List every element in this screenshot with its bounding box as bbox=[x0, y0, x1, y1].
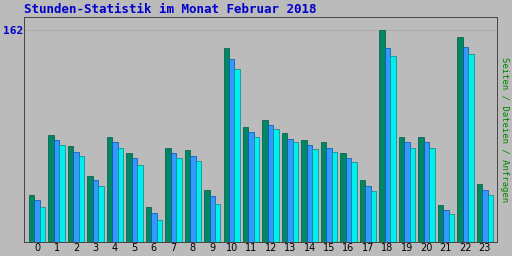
Bar bbox=[385, 48, 390, 242]
Bar bbox=[390, 56, 396, 242]
Bar bbox=[215, 204, 221, 242]
Bar bbox=[468, 54, 474, 242]
Bar bbox=[477, 184, 482, 242]
Bar bbox=[48, 135, 54, 242]
Bar bbox=[132, 158, 137, 242]
Bar bbox=[165, 148, 170, 242]
Bar bbox=[79, 156, 84, 242]
Bar bbox=[93, 180, 98, 242]
Bar bbox=[302, 140, 307, 242]
Bar bbox=[351, 162, 357, 242]
Bar bbox=[287, 138, 293, 242]
Bar bbox=[248, 132, 254, 242]
Bar bbox=[224, 48, 229, 242]
Bar bbox=[410, 148, 415, 242]
Bar bbox=[346, 158, 351, 242]
Bar bbox=[418, 137, 423, 242]
Bar bbox=[312, 149, 318, 242]
Bar bbox=[307, 145, 312, 242]
Bar bbox=[196, 161, 201, 242]
Bar bbox=[360, 180, 365, 242]
Bar bbox=[332, 152, 337, 242]
Bar bbox=[326, 148, 332, 242]
Bar bbox=[457, 37, 463, 242]
Bar bbox=[34, 200, 40, 242]
Bar bbox=[487, 195, 493, 242]
Bar bbox=[170, 153, 176, 242]
Bar bbox=[29, 195, 34, 242]
Bar bbox=[234, 69, 240, 242]
Bar bbox=[229, 59, 234, 242]
Bar bbox=[321, 142, 326, 242]
Text: Stunden-Statistik im Monat Februar 2018: Stunden-Statistik im Monat Februar 2018 bbox=[25, 3, 317, 16]
Bar bbox=[340, 153, 346, 242]
Bar bbox=[185, 150, 190, 242]
Bar bbox=[126, 153, 132, 242]
Bar bbox=[190, 156, 196, 242]
Bar bbox=[112, 142, 118, 242]
Bar bbox=[176, 158, 182, 242]
Bar bbox=[423, 142, 429, 242]
Bar bbox=[463, 47, 468, 242]
Bar bbox=[293, 142, 298, 242]
Bar bbox=[157, 220, 162, 242]
Bar bbox=[118, 148, 123, 242]
Bar bbox=[254, 137, 260, 242]
Bar bbox=[429, 148, 435, 242]
Bar bbox=[379, 30, 385, 242]
Y-axis label: Seiten / Dateien / Anfragen: Seiten / Dateien / Anfragen bbox=[500, 57, 509, 202]
Bar bbox=[449, 214, 454, 242]
Bar bbox=[107, 137, 112, 242]
Bar bbox=[73, 152, 79, 242]
Bar bbox=[98, 186, 103, 242]
Bar bbox=[438, 205, 443, 242]
Bar bbox=[404, 142, 410, 242]
Bar bbox=[54, 140, 59, 242]
Bar bbox=[273, 129, 279, 242]
Bar bbox=[146, 207, 151, 242]
Bar bbox=[243, 127, 248, 242]
Bar bbox=[399, 137, 404, 242]
Bar bbox=[68, 146, 73, 242]
Bar bbox=[151, 213, 157, 242]
Bar bbox=[268, 125, 273, 242]
Bar bbox=[371, 191, 376, 242]
Bar bbox=[282, 133, 287, 242]
Bar bbox=[263, 120, 268, 242]
Bar bbox=[40, 207, 45, 242]
Bar bbox=[365, 186, 371, 242]
Bar bbox=[87, 176, 93, 242]
Bar bbox=[443, 210, 449, 242]
Bar bbox=[59, 145, 65, 242]
Bar bbox=[204, 189, 209, 242]
Bar bbox=[209, 196, 215, 242]
Bar bbox=[137, 165, 142, 242]
Bar bbox=[482, 189, 487, 242]
